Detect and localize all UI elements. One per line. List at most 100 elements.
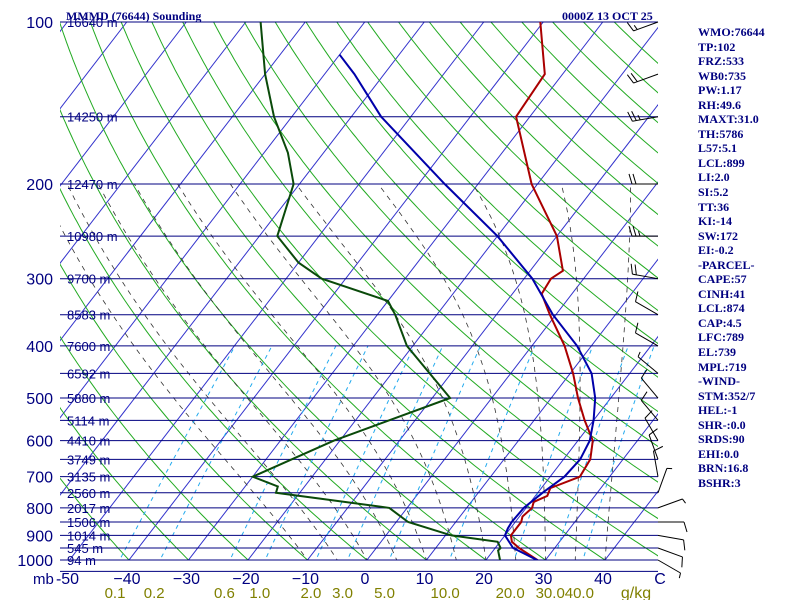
dry-adiabat-line (552, 22, 658, 124)
isotherm-line (425, 258, 658, 560)
wind-barb-flag (683, 521, 688, 533)
wind-barb-staff (657, 547, 683, 558)
wind-barb-staff (652, 450, 659, 477)
wind-barb-half-flag (638, 230, 641, 237)
isotherm-line (366, 181, 658, 560)
mixing-ratio-label: 10.0 (431, 585, 460, 600)
index-item: WMO:76644 (698, 25, 765, 39)
wind-barb-half-flag (682, 498, 686, 504)
wind-barb-staff (635, 301, 659, 316)
temperature-tick-label: 10 (416, 571, 434, 588)
isotherm-line (60, 22, 366, 419)
height-label: 2017 m (67, 501, 110, 516)
wind-barb-half-flag (633, 25, 638, 30)
wind-barb-staff (633, 73, 659, 84)
wind-barb-flag (632, 173, 637, 185)
moist-adiabat-line (177, 183, 427, 560)
wind-barb (657, 559, 682, 579)
wind-barb-half-flag (637, 114, 641, 121)
index-item: PW:1.17 (698, 83, 742, 98)
wind-barb-staff (657, 498, 683, 509)
wind-barb (637, 351, 659, 374)
mixing-ratio-label: 20.0 (496, 585, 525, 600)
index-item: SW:172 (698, 228, 739, 243)
mixing-ratio-unit-label: g/kg (621, 585, 651, 600)
isotherm-line (60, 22, 247, 265)
wind-barb-flag (630, 72, 638, 82)
wind-barb-flag (640, 391, 648, 401)
mixing-ratio-line (513, 345, 594, 560)
pressure-tick-label: 700 (26, 470, 53, 487)
temperature-tick-label: 20 (475, 571, 493, 588)
dewpoint-profile-line (250, 22, 502, 560)
wind-barb (640, 369, 659, 399)
height-label: 16640 m (67, 15, 118, 30)
wind-barb-staff (640, 400, 659, 421)
dry-adiabat-line (367, 22, 658, 312)
mixing-ratio-label: 40.0 (565, 585, 594, 600)
wind-barb-flag (683, 539, 686, 551)
isotherm-line (187, 22, 604, 560)
wind-barb-staff (657, 534, 684, 541)
height-label: 8583 m (67, 308, 110, 323)
height-label: 2560 m (67, 486, 110, 501)
height-label: 3749 m (67, 452, 110, 467)
index-item: KI:-14 (698, 214, 732, 229)
dry-adiabat-line (60, 335, 249, 560)
valid-time: 0000Z 13 OCT 25 (562, 9, 653, 23)
height-label: 9700 m (67, 272, 110, 287)
moist-adiabat-line (560, 183, 581, 560)
wind-barb-staff (632, 273, 659, 280)
wind-barb-flag (626, 74, 634, 84)
wind-barb (657, 534, 686, 551)
wind-barb-staff (648, 434, 659, 460)
mixing-ratio-line (448, 345, 536, 560)
wind-barb (657, 547, 683, 568)
mixing-ratio-label: 30.0 (536, 585, 565, 600)
index-item: LCL:874 (698, 301, 745, 316)
pressure-tick-label: 900 (26, 528, 53, 545)
index-item: CINH:41 (698, 286, 746, 301)
moist-adiabat-line (604, 184, 631, 560)
temperature-tick-label: −10 (292, 571, 319, 588)
dry-adiabat-line (60, 263, 309, 560)
dry-adiabat-line (60, 108, 428, 560)
temperature-tick-label: -50 (56, 571, 79, 588)
mb-unit-label: mb (33, 571, 54, 588)
pressure-tick-label: 400 (26, 339, 53, 356)
height-label: 10980 m (67, 229, 118, 244)
dry-adiabat-line (428, 22, 658, 247)
mixing-ratio-line (346, 345, 444, 560)
wind-barb-staff (640, 377, 659, 399)
mixing-ratio-label: 0.2 (144, 585, 165, 600)
dry-adiabat-line (583, 22, 658, 94)
wind-barb (628, 225, 658, 237)
wind-barb (644, 410, 659, 441)
mixing-ratio-line (159, 345, 273, 560)
temperature-tick-label: 40 (594, 571, 612, 588)
isobar-lines (60, 21, 658, 572)
dry-adiabat-line (151, 22, 658, 557)
stability-indices-panel: WMO:76644 TP:102 FRZ:533 WB0:735 PW:1.17 RH:4… (698, 25, 765, 491)
wind-barb-flag (634, 291, 639, 302)
index-item: LCL:899 (698, 155, 745, 170)
mixing-ratio-line (119, 345, 236, 560)
mixing-ratio-line (388, 345, 481, 560)
index-item: SI:5.2 (698, 185, 729, 200)
wind-barb-staff (637, 356, 659, 374)
index-item: CAP:4.5 (698, 315, 742, 330)
dry-adiabat-line (213, 22, 658, 483)
index-item: TH:5786 (698, 126, 744, 141)
moist-adiabat-line (229, 183, 457, 560)
wind-barb (657, 467, 673, 493)
index-item: BSHR:3 (698, 475, 741, 490)
temperature-tick-label: −40 (113, 571, 140, 588)
temperature-tick-label: 30 (535, 571, 553, 588)
mixing-ratio-line (553, 345, 629, 560)
index-item: L57:5.1 (698, 141, 737, 156)
isotherm-line (128, 22, 544, 560)
moist-adiabat-line (472, 183, 546, 560)
wind-barb-flag (630, 263, 633, 275)
dry-adiabat-line (89, 22, 547, 560)
